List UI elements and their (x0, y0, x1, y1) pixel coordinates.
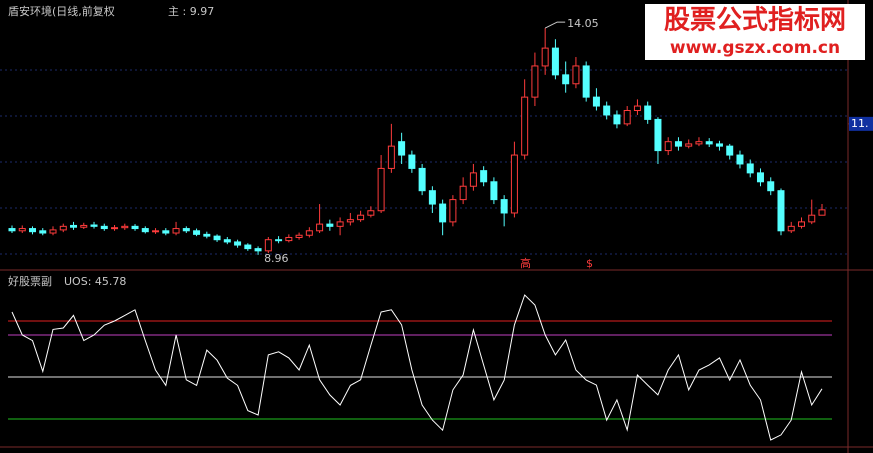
candle-body (336, 221, 344, 227)
candle-body (541, 47, 549, 67)
candle-body (787, 225, 795, 232)
candle-body (490, 181, 498, 201)
candle-body (592, 96, 600, 107)
candle-body (275, 239, 283, 242)
candle-body (562, 74, 570, 85)
candle-body (715, 143, 723, 147)
candle-body (449, 199, 457, 223)
watermark-title: 股票公式指标网 (664, 6, 846, 36)
watermark-url: www.gszx.com.cn (670, 38, 840, 58)
indicator-line (11, 294, 823, 441)
signal: 高 (520, 256, 531, 270)
candle-body (808, 214, 816, 223)
candle-body (582, 65, 590, 98)
signal: $ (586, 257, 593, 270)
candle-body (29, 228, 37, 233)
candle-body (439, 203, 447, 223)
grid (0, 69, 848, 255)
candle-body (254, 248, 262, 252)
candle-body (418, 167, 426, 192)
indicator-label: UOS: 45.78 (64, 275, 126, 288)
candle-body (736, 154, 744, 165)
candle-body (193, 230, 201, 235)
indicator-title: 好股票副 (8, 274, 52, 288)
high-label: 14.05 (567, 17, 599, 30)
candle-body (295, 234, 303, 238)
candle-body (162, 230, 170, 234)
candle-body (121, 225, 129, 229)
candle-body (521, 96, 529, 156)
candle-body (59, 225, 67, 231)
candle-body (746, 163, 754, 174)
candle-body (387, 145, 395, 169)
candle-body (459, 185, 467, 201)
low-label: 8.96 (264, 252, 289, 265)
candle-body (613, 114, 621, 125)
candle-body (100, 225, 108, 230)
watermark-bg (645, 4, 865, 60)
candle-body (777, 190, 785, 232)
y-tick-label: 11. (851, 117, 869, 130)
candle-body (603, 105, 611, 116)
candle-body (326, 223, 334, 227)
candle-body (223, 239, 231, 243)
candle-body (18, 228, 26, 232)
candle-body (152, 230, 160, 233)
main-label: 主 : 9.97 (168, 5, 214, 18)
candle-body (398, 141, 406, 156)
candle-body (654, 118, 662, 152)
candle-body (572, 65, 580, 85)
candle-body (377, 167, 385, 212)
candle-body (316, 223, 324, 232)
candle-body (357, 214, 365, 221)
candle-body (80, 224, 88, 228)
candle-body (203, 233, 211, 237)
candle-body (131, 225, 139, 230)
candle-body (264, 239, 272, 252)
candle-body (510, 154, 518, 214)
candle-body (500, 199, 508, 214)
candle-body (408, 154, 416, 169)
candle-body (726, 145, 734, 156)
candle-body (90, 224, 98, 227)
candle-body (644, 105, 652, 120)
candle-body (623, 109, 631, 125)
chart-title: 盾安环境(日线,前复权 (8, 4, 115, 18)
candle-body (664, 141, 672, 152)
candle-body (705, 141, 713, 145)
candle-body (469, 172, 477, 187)
candle-body (674, 141, 682, 147)
candle-body (818, 209, 826, 216)
candle-body (234, 241, 242, 246)
candle-body (111, 227, 119, 230)
candle-body (695, 141, 703, 145)
candle-body (767, 181, 775, 192)
candle-body (480, 170, 488, 183)
candle-body (213, 235, 221, 241)
candle-body (285, 236, 293, 242)
y-tick-box (849, 116, 873, 131)
candle-body (756, 172, 764, 183)
candle-body (8, 228, 16, 232)
candle-body (244, 244, 252, 250)
candle-body (428, 190, 436, 205)
candle-body (797, 221, 805, 227)
high-pointer (544, 21, 566, 29)
candle-body (346, 219, 354, 223)
candle-body (70, 224, 78, 228)
candle-body (367, 210, 375, 216)
candle-body (182, 228, 190, 232)
candle-body (141, 228, 149, 233)
candle-body (633, 105, 641, 111)
candle-body (305, 230, 313, 236)
candle-body (49, 229, 57, 234)
candle-body (172, 228, 180, 234)
candle-body (531, 65, 539, 98)
candle-body (551, 47, 559, 76)
candle-body (39, 230, 47, 234)
candle-body (685, 143, 693, 147)
